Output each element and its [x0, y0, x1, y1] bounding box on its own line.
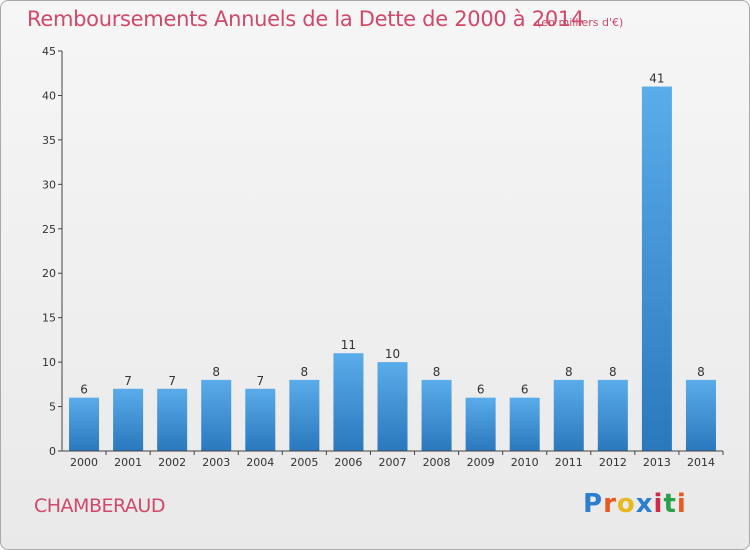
chart-title: Remboursements Annuels de la Dette de 20…	[27, 7, 584, 31]
bar-2012	[597, 379, 628, 451]
bar-2002	[157, 388, 188, 451]
x-tick-label-2009: 2009	[467, 456, 495, 469]
x-tick-label-2000: 2000	[70, 456, 98, 469]
logo-letter: t	[663, 489, 677, 519]
value-label-2000: 6	[80, 383, 88, 397]
logo-letter: i	[653, 489, 664, 519]
bar-2008	[421, 379, 452, 451]
bar-2011	[553, 379, 584, 451]
x-tick-label-2006: 2006	[334, 456, 362, 469]
x-tick-label-2002: 2002	[158, 456, 186, 469]
x-tick-label-2008: 2008	[423, 456, 451, 469]
y-tick-label-0: 0	[49, 445, 56, 458]
value-label-2013: 41	[649, 72, 664, 86]
value-label-2004: 7	[256, 374, 264, 388]
y-tick-label-25: 25	[42, 223, 56, 236]
axes-group: 2000 2001 2002 2003 2004 2005 2006 2007 2008 2009…	[42, 45, 724, 469]
bar-2003	[201, 379, 232, 451]
logo-letter: P	[583, 489, 604, 519]
bar-2006	[333, 353, 364, 451]
logo-letter: r	[603, 489, 617, 519]
x-tick-label-2003: 2003	[202, 456, 230, 469]
x-tick-label-2013: 2013	[643, 456, 671, 469]
y-tick-label-30: 30	[42, 178, 56, 191]
value-label-2009: 6	[477, 383, 485, 397]
proxiti-logo[interactable]: Proxiti	[583, 489, 687, 519]
bar-2007	[377, 362, 408, 451]
x-tick-label-2004: 2004	[246, 456, 274, 469]
value-label-2006: 11	[341, 338, 356, 352]
y-tick-label-35: 35	[42, 134, 56, 147]
bar-2001	[113, 388, 144, 451]
logo-letter: i	[676, 489, 687, 519]
bars-group: 6 7 7 8 7 8 11 10 8 6 6 8 8 41 8	[69, 72, 716, 452]
value-label-2010: 6	[521, 383, 529, 397]
y-tick-label-40: 40	[42, 89, 56, 102]
value-label-2003: 8	[212, 365, 220, 379]
bar-2000	[69, 397, 100, 451]
bar-2014	[685, 379, 716, 451]
y-tick-label-5: 5	[49, 401, 56, 414]
bar-2010	[509, 397, 540, 451]
value-label-2014: 8	[697, 365, 705, 379]
bar-2004	[245, 388, 276, 451]
x-tick-label-2014: 2014	[687, 456, 715, 469]
chart-subtitle: (en milliers d'€)	[537, 16, 624, 29]
bar-2009	[465, 397, 496, 451]
y-tick-label-15: 15	[42, 312, 56, 325]
y-tick-label-45: 45	[42, 45, 56, 58]
value-label-2007: 10	[385, 347, 400, 361]
bar-2005	[289, 379, 320, 451]
bar-2013	[641, 86, 672, 452]
value-label-2001: 7	[124, 374, 132, 388]
x-tick-label-2007: 2007	[379, 456, 407, 469]
y-tick-label-10: 10	[42, 356, 56, 369]
value-label-2005: 8	[301, 365, 309, 379]
x-tick-label-2011: 2011	[555, 456, 583, 469]
logo-letter: x	[635, 489, 654, 519]
value-label-2012: 8	[609, 365, 617, 379]
value-label-2011: 8	[565, 365, 573, 379]
y-tick-label-20: 20	[42, 267, 56, 280]
x-tick-label-2005: 2005	[290, 456, 318, 469]
value-label-2002: 7	[168, 374, 176, 388]
commune-name: CHAMBERAUD	[34, 495, 165, 517]
x-tick-label-2010: 2010	[511, 456, 539, 469]
x-tick-label-2012: 2012	[599, 456, 627, 469]
value-label-2008: 8	[433, 365, 441, 379]
x-tick-label-2001: 2001	[114, 456, 142, 469]
logo-letter: o	[616, 489, 636, 519]
